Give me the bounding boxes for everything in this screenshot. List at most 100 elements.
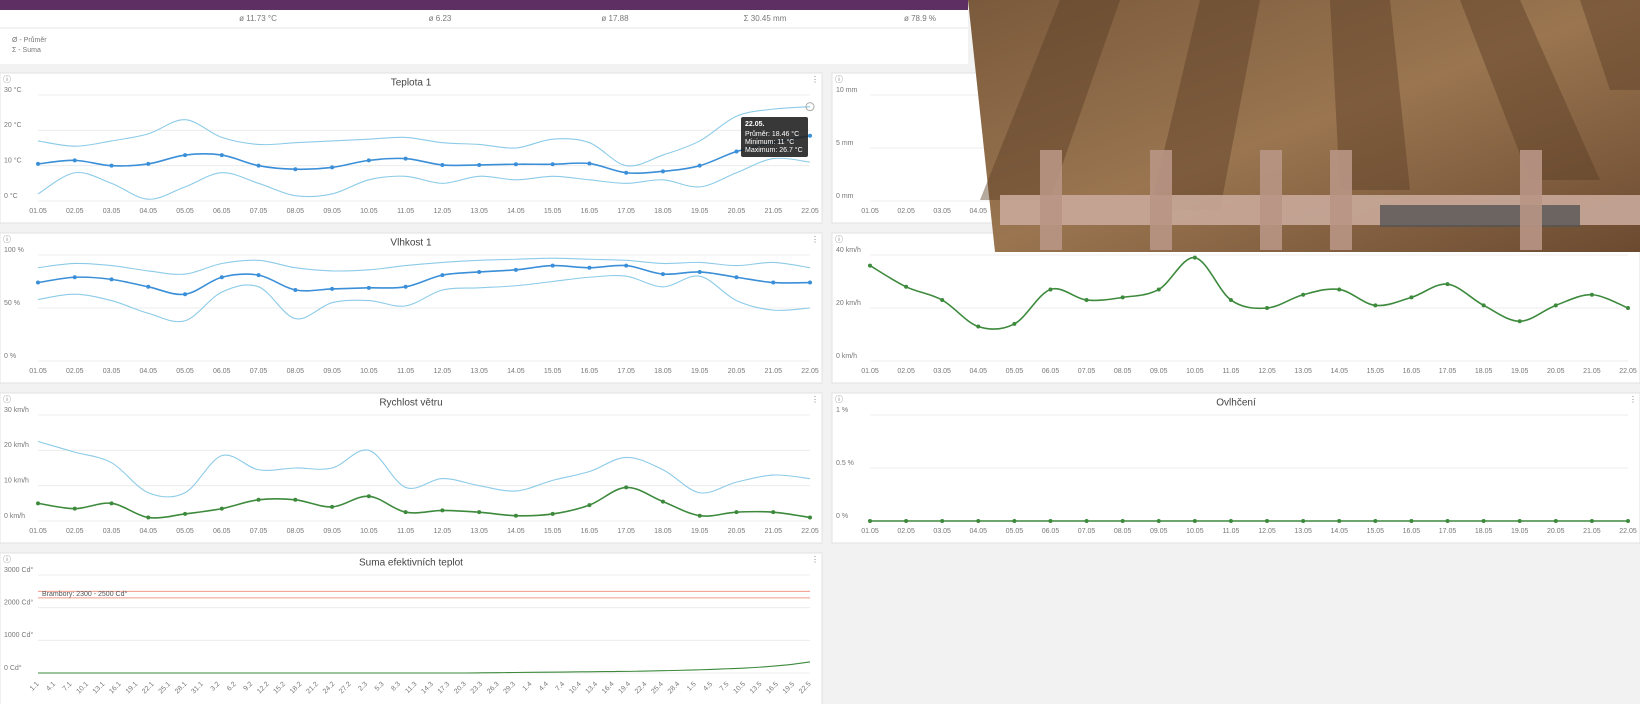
info-icon: ⓘ <box>3 555 11 564</box>
x-tick-label: 02.05 <box>66 368 84 375</box>
x-tick-label: 05.05 <box>176 528 194 535</box>
data-point <box>904 519 908 523</box>
data-point <box>1337 519 1341 523</box>
x-tick-label: 06.05 <box>213 208 231 215</box>
tooltip-line: Minimum: 11 °C <box>745 138 794 146</box>
data-point <box>183 512 187 516</box>
data-point <box>183 292 187 296</box>
x-tick-label: 09.05 <box>323 368 341 375</box>
data-point <box>514 514 518 518</box>
data-point <box>404 510 408 514</box>
x-tick-label: 19.05 <box>691 208 709 215</box>
y-tick-label: 1000 Cd° <box>4 631 33 639</box>
band-label: Brambory: 2300 - 2500 Cd° <box>42 590 127 598</box>
x-tick-label: 07.05 <box>1078 368 1096 375</box>
x-tick-label: 16.05 <box>1403 528 1421 535</box>
data-point <box>1157 519 1161 523</box>
x-tick-label: 02.05 <box>897 208 915 215</box>
x-tick-label: 03.05 <box>933 528 951 535</box>
x-tick-label: 11.05 <box>397 208 414 215</box>
x-tick-label: 16.05 <box>581 528 599 535</box>
data-point <box>1193 519 1197 523</box>
data-point <box>367 494 371 498</box>
tooltip-title: 22.05. <box>745 121 765 128</box>
x-tick-label: 17.05 <box>1439 368 1457 375</box>
x-tick-label: 04.05 <box>140 528 158 535</box>
x-tick-label: 17.05 <box>617 368 635 375</box>
x-tick-label: 09.05 <box>323 528 341 535</box>
x-tick-label: 07.05 <box>250 208 268 215</box>
data-point <box>1409 519 1413 523</box>
x-tick-label: 21.05 <box>764 528 782 535</box>
data-point <box>624 264 628 268</box>
x-tick-label: 07.05 <box>250 368 268 375</box>
menu-icon: ⋮ <box>811 395 819 404</box>
chart-title: Ovlhčení <box>1216 398 1256 409</box>
y-tick-label: 10 km/h <box>4 478 29 485</box>
x-tick-label: 16.05 <box>581 368 599 375</box>
data-point <box>1626 306 1630 310</box>
y-tick-label: 3000 Cd° <box>4 566 33 574</box>
summary-value: ø 6.23 <box>429 14 452 23</box>
x-tick-label: 13.05 <box>470 208 488 215</box>
data-point <box>940 298 944 302</box>
x-tick-label: 08.05 <box>287 368 305 375</box>
x-tick-label: 22.05 <box>801 528 819 535</box>
x-tick-label: 22.05 <box>1619 528 1637 535</box>
data-point <box>1265 519 1269 523</box>
data-point <box>1048 287 1052 291</box>
data-point <box>330 505 334 509</box>
x-tick-label: 12.05 <box>434 528 452 535</box>
data-point <box>551 512 555 516</box>
x-tick-label: 08.05 <box>287 528 305 535</box>
x-tick-label: 02.05 <box>66 208 84 215</box>
data-point <box>661 500 665 504</box>
info-icon: ⓘ <box>3 395 11 404</box>
data-point <box>36 281 40 285</box>
x-tick-label: 20.05 <box>728 528 746 535</box>
data-point <box>940 519 944 523</box>
y-tick-label: 2000 Cd° <box>4 599 33 607</box>
x-tick-label: 22.05 <box>801 208 819 215</box>
x-tick-label: 19.05 <box>1511 528 1529 535</box>
x-tick-label: 03.05 <box>103 368 121 375</box>
menu-icon: ⋮ <box>811 75 819 84</box>
data-point <box>1626 519 1630 523</box>
data-point <box>1229 519 1233 523</box>
info-icon: ⓘ <box>835 75 843 84</box>
x-tick-label: 13.05 <box>470 368 488 375</box>
x-tick-label: 04.05 <box>970 368 988 375</box>
menu-icon: ⋮ <box>811 555 819 564</box>
x-tick-label: 18.05 <box>654 208 672 215</box>
summary-value: ø 78.9 % <box>904 14 936 23</box>
data-point <box>551 264 555 268</box>
summary-value: ø 11.73 °C <box>239 14 277 23</box>
data-point <box>808 515 812 519</box>
data-point <box>1409 295 1413 299</box>
data-point <box>734 150 738 154</box>
data-point <box>477 163 481 167</box>
x-tick-label: 02.05 <box>897 528 915 535</box>
data-point <box>257 164 261 168</box>
data-point <box>1157 287 1161 291</box>
page: ø 11.73 °Cø 6.23ø 17.88Σ 30.45 mmø 78.9 … <box>0 0 1640 704</box>
x-tick-label: 11.05 <box>1222 528 1239 535</box>
data-point <box>477 270 481 274</box>
y-tick-label: 5 mm <box>836 140 854 147</box>
x-tick-label: 12.05 <box>434 208 452 215</box>
data-point <box>440 273 444 277</box>
x-tick-label: 15.05 <box>1367 528 1385 535</box>
x-tick-label: 12.05 <box>1258 528 1276 535</box>
x-tick-label: 14.05 <box>507 208 525 215</box>
x-tick-label: 09.05 <box>323 208 341 215</box>
data-point <box>1085 298 1089 302</box>
summary-value: ø 17.88 <box>601 14 629 23</box>
data-point <box>587 266 591 270</box>
x-tick-label: 08.05 <box>287 208 305 215</box>
data-point <box>1301 293 1305 297</box>
x-tick-label: 11.05 <box>397 368 414 375</box>
x-tick-label: 19.05 <box>691 528 709 535</box>
y-tick-label: 20 km/h <box>836 300 861 307</box>
x-tick-label: 10.05 <box>360 368 378 375</box>
x-tick-label: 10.05 <box>360 208 378 215</box>
